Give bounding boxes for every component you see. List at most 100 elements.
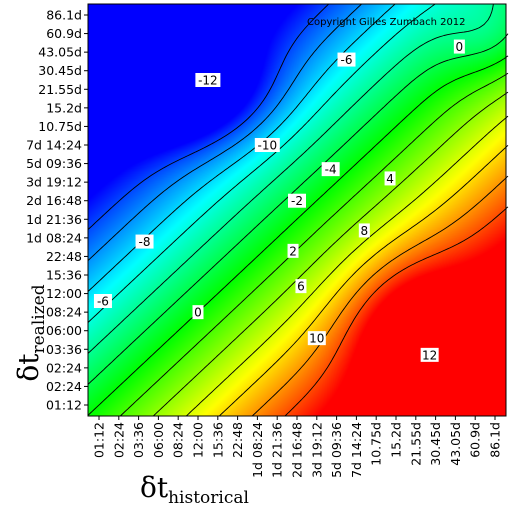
y-tick-label: 01:12 [46, 398, 82, 413]
y-tick-label: 86.1d [46, 8, 82, 23]
svg-text:0: 0 [194, 306, 202, 320]
contour-label: 10 [307, 331, 326, 346]
svg-text:-8: -8 [139, 235, 151, 249]
y-tick-label: 3d 19:12 [26, 175, 82, 190]
svg-text:δthistorical: δthistorical [140, 471, 249, 508]
contour-label: -8 [135, 234, 154, 249]
contour-line [152, 91, 509, 417]
y-axis-label-main: δt [12, 353, 45, 382]
svg-text:2: 2 [289, 244, 297, 258]
y-tick-label: 21.55d [38, 82, 82, 97]
x-axis-label: δthistorical [140, 471, 249, 508]
x-tick-label: 21.55d [408, 422, 423, 466]
contour-label: 8 [358, 223, 370, 238]
y-tick-label: 1d 21:36 [26, 212, 82, 227]
contour-label: -6 [93, 294, 112, 309]
svg-text:-6: -6 [341, 53, 353, 67]
y-tick-label: 03:36 [46, 342, 82, 357]
contour-line [87, 3, 330, 230]
contour-label: -10 [254, 138, 280, 153]
y-tick-label: 08:24 [46, 305, 82, 320]
contour-line [87, 3, 362, 261]
x-axis-label-main: δt [140, 471, 169, 504]
x-axis-ticks: 01:12 02:24 03:36 06:00 08:24 12:00 15:36 22:48… [92, 416, 503, 478]
contour-line [218, 144, 509, 417]
y-tick-label: 43.05d [38, 45, 82, 60]
x-tick-label: 2d 16:48 [290, 422, 305, 478]
y-tick-label: 02:24 [46, 360, 82, 375]
svg-text:-6: -6 [97, 295, 109, 309]
heatmap-surface [88, 4, 506, 416]
plot-area: -12 -10 -8 -6 -6 -4 -2 0 0 2 4 6 8 10 12 [87, 3, 509, 417]
svg-text:-10: -10 [257, 139, 277, 153]
y-tick-label: 10.75d [38, 119, 82, 134]
x-tick-label: 1d 21:36 [270, 422, 285, 478]
svg-text:δtrealized: δtrealized [12, 284, 49, 381]
x-tick-label: 01:12 [92, 422, 107, 458]
y-tick-label: 2d 16:48 [26, 193, 82, 208]
svg-text:-12: -12 [198, 74, 218, 88]
y-tick-label: 5d 09:36 [26, 156, 82, 171]
x-tick-label: 03:36 [131, 422, 146, 458]
contour-label: -6 [337, 52, 356, 67]
contour-label: 2 [287, 243, 299, 258]
y-tick-label: 7d 14:24 [26, 138, 82, 153]
contour-label: 4 [384, 171, 396, 186]
x-tick-label: 15:36 [210, 422, 225, 458]
y-tick-label: 1d 08:24 [26, 230, 82, 245]
y-tick-label: 06:00 [46, 323, 82, 338]
x-tick-label: 08:24 [171, 422, 186, 458]
y-axis-label: δtrealized [12, 284, 49, 381]
contour-labels: -12 -10 -8 -6 -6 -4 -2 0 0 2 4 6 8 10 12 [93, 39, 465, 362]
x-tick-label: 7d 14:24 [349, 422, 364, 478]
y-tick-label: 30.45d [38, 63, 82, 78]
x-tick-label: 15.2d [389, 422, 404, 458]
svg-text:6: 6 [297, 280, 305, 294]
svg-text:-4: -4 [325, 163, 337, 177]
contour-line [87, 33, 509, 385]
x-tick-label: 06:00 [151, 422, 166, 458]
contour-label: -12 [195, 73, 221, 88]
svg-text:12: 12 [422, 348, 437, 362]
x-tick-label: 12:00 [191, 422, 206, 458]
contour-line [87, 3, 494, 354]
contour-line [87, 3, 396, 292]
contour-label: 6 [295, 279, 307, 294]
y-tick-label: 12:00 [46, 286, 82, 301]
contour-line [87, 55, 509, 416]
x-tick-label: 86.1d [488, 422, 503, 458]
x-tick-label: 22:48 [230, 422, 245, 458]
svg-text:-2: -2 [291, 194, 303, 208]
x-tick-label: 10.75d [369, 422, 384, 466]
svg-text:0: 0 [456, 40, 464, 54]
contour-label: 0 [453, 39, 465, 54]
contour-label: 0 [192, 305, 204, 320]
y-tick-label: 15:36 [46, 268, 82, 283]
copyright-text: Copyright Gilles Zumbach 2012 [307, 17, 466, 28]
contour-label: 12 [420, 347, 439, 362]
contour-label: -4 [321, 162, 340, 177]
x-tick-label: 1d 08:24 [250, 422, 265, 478]
svg-text:10: 10 [309, 332, 324, 346]
x-tick-label: 02:24 [111, 422, 126, 458]
x-tick-label: 30.45d [428, 422, 443, 466]
y-axis-ticks: 01:12 02:24 02:24 03:36 06:00 08:24 12:00 15:36… [26, 8, 88, 413]
contour-line [185, 115, 509, 417]
y-tick-label: 15.2d [46, 100, 82, 115]
svg-text:4: 4 [386, 172, 394, 186]
y-tick-label: 60.9d [46, 26, 82, 41]
x-tick-label: 60.9d [468, 422, 483, 458]
contour-line [251, 175, 509, 417]
x-tick-label: 43.05d [448, 422, 463, 466]
contour-line [284, 206, 509, 417]
contour-line [87, 3, 436, 323]
y-tick-label: 02:24 [46, 379, 82, 394]
contour-label: -2 [288, 193, 306, 208]
svg-text:8: 8 [360, 224, 368, 238]
x-axis-label-sub: historical [168, 488, 249, 508]
y-tick-label: 22:48 [46, 249, 82, 264]
x-tick-label: 5d 09:36 [329, 422, 344, 478]
y-axis-label-sub: realized [29, 284, 49, 353]
x-tick-label: 3d 19:12 [309, 422, 324, 478]
